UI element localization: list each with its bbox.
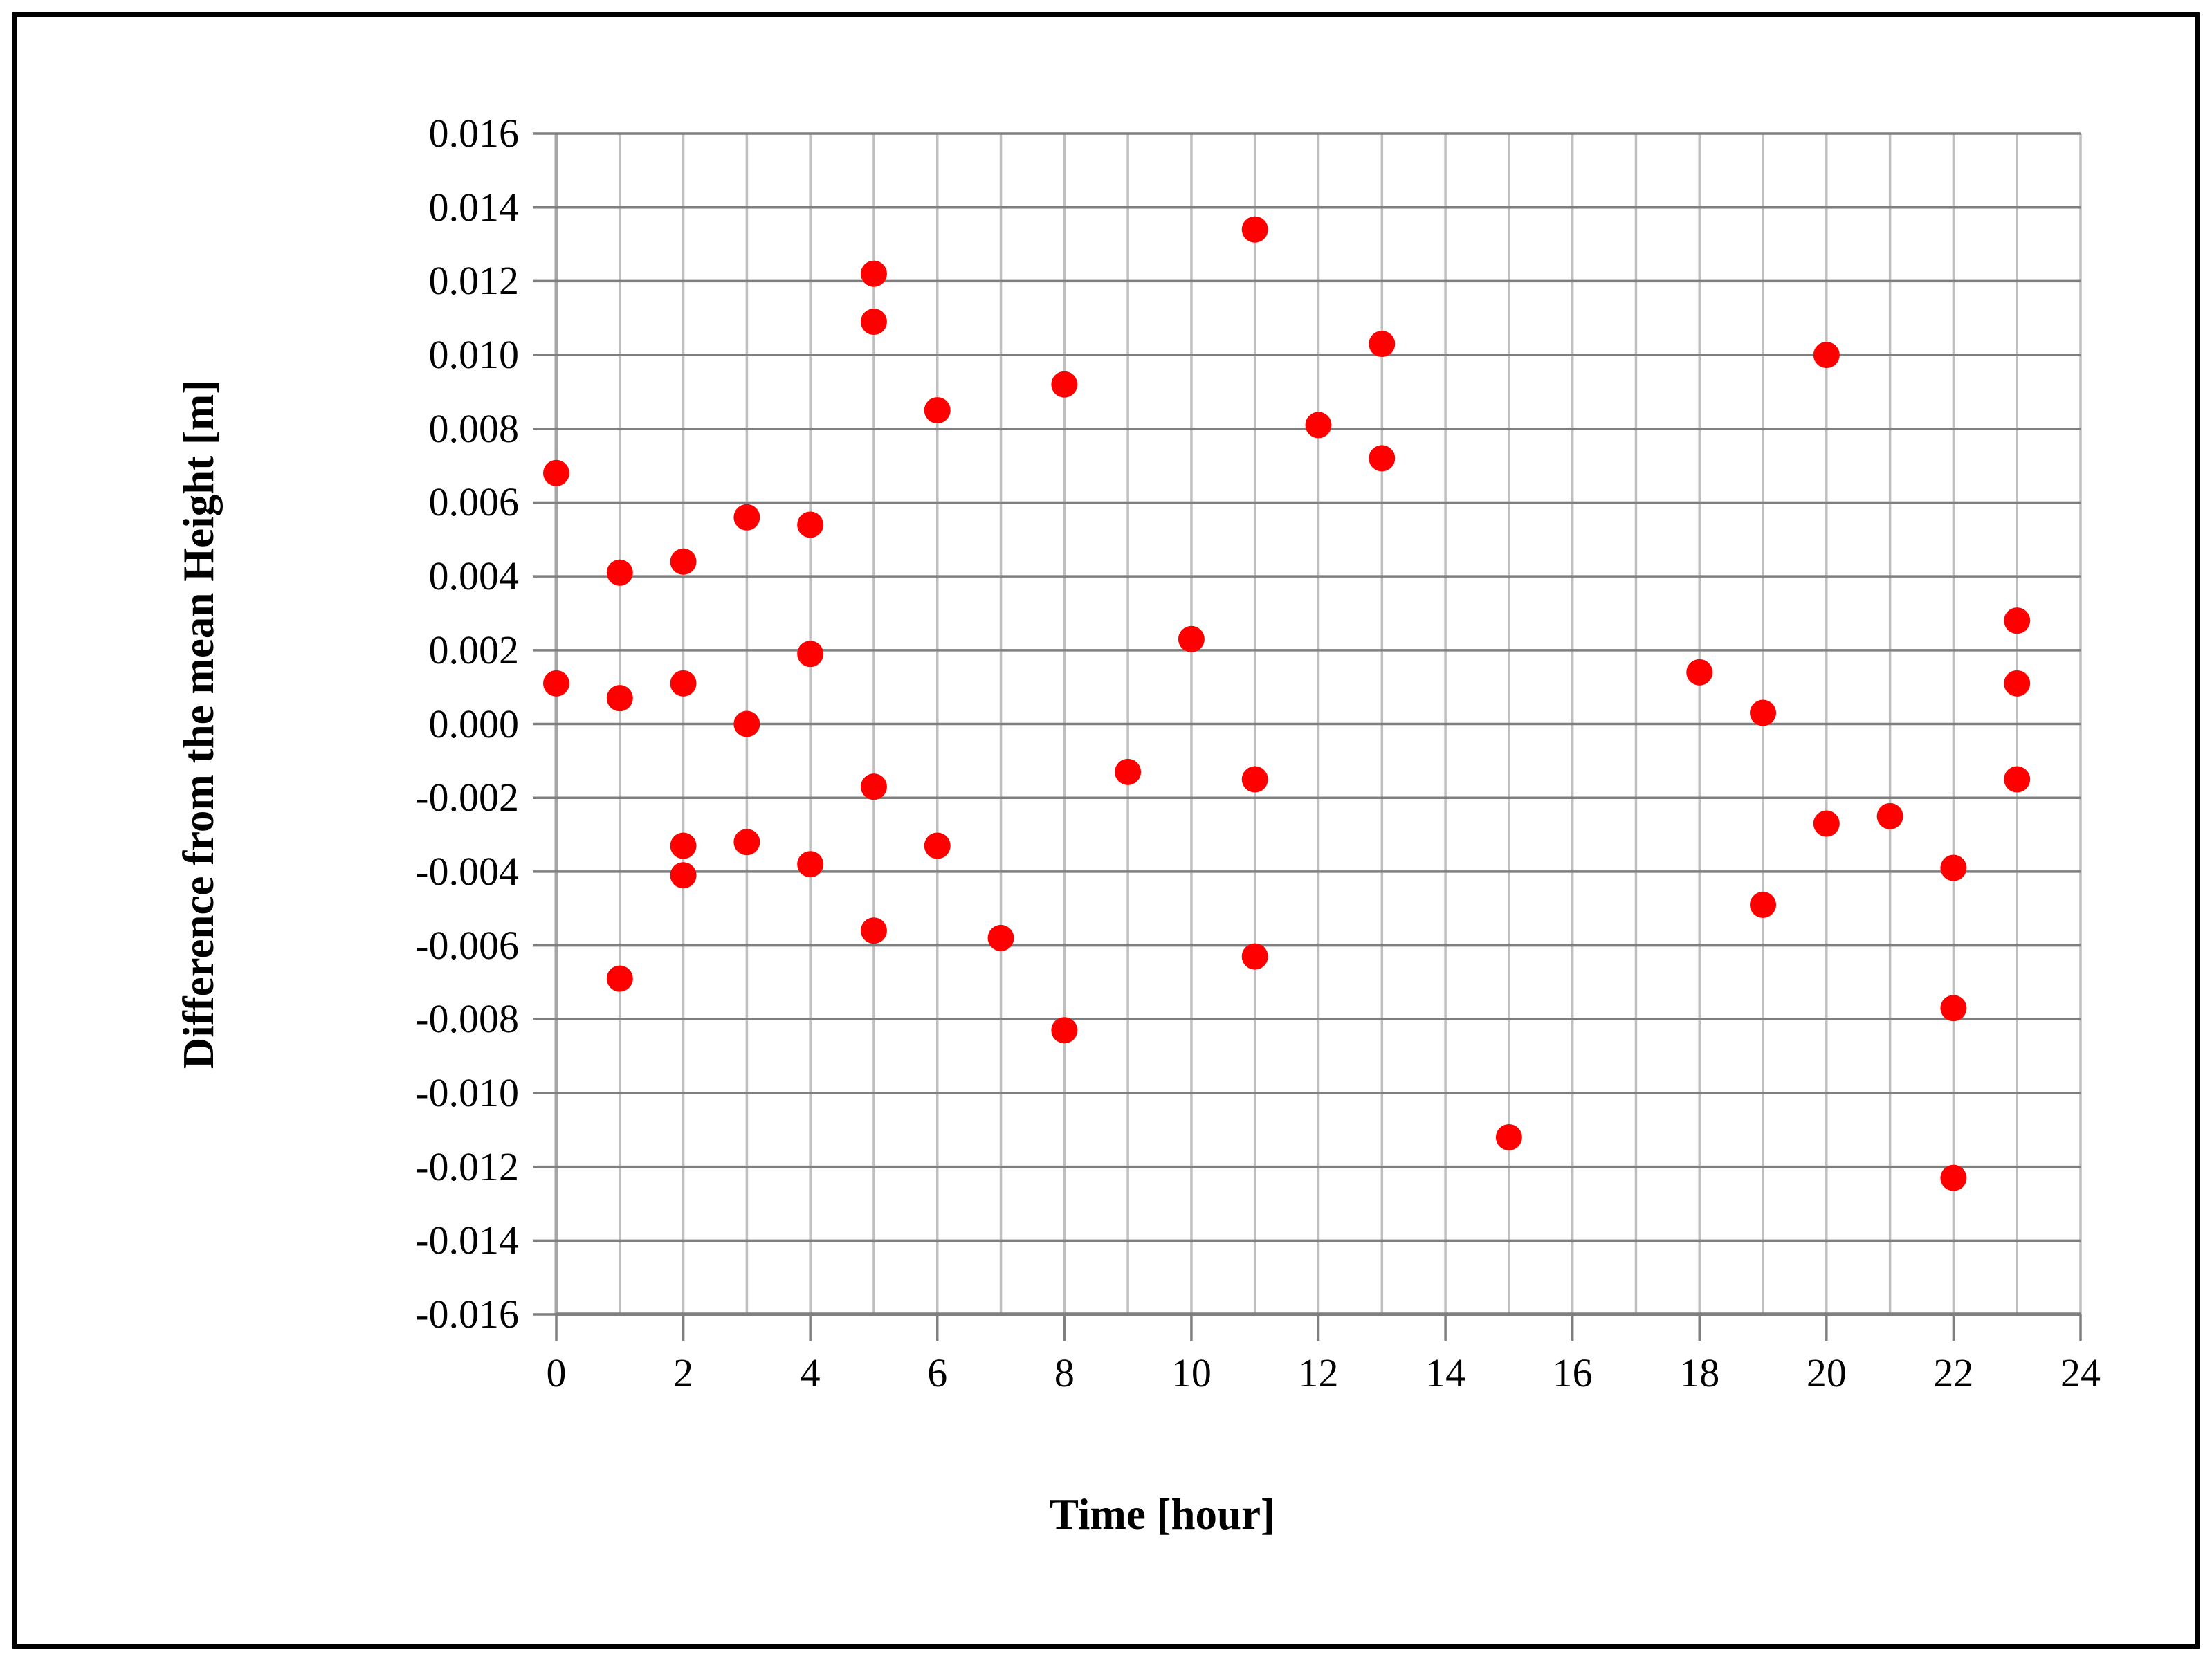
data-point: [1940, 1164, 1967, 1191]
data-point: [1241, 766, 1268, 793]
data-point: [606, 965, 633, 992]
x-tick-label: 6: [927, 1350, 948, 1395]
data-point: [543, 670, 569, 697]
data-point: [1115, 758, 1142, 785]
y-tick-label: 0.010: [428, 332, 520, 378]
data-point: [924, 832, 951, 859]
y-tick-label: -0.006: [415, 922, 519, 968]
x-tick-label: 4: [800, 1350, 821, 1395]
data-point: [797, 851, 824, 878]
data-point: [670, 670, 697, 697]
data-point: [1876, 802, 1903, 829]
x-axis-title: Time [hour]: [1049, 1490, 1276, 1539]
data-point: [1750, 891, 1777, 918]
data-point: [670, 862, 697, 889]
x-tick-label: 12: [1298, 1350, 1339, 1395]
data-point: [860, 917, 887, 944]
data-point: [1241, 216, 1268, 243]
data-point: [1369, 331, 1396, 358]
data-point: [1940, 995, 1967, 1022]
y-tick-label: 0.012: [428, 258, 520, 304]
data-point: [606, 559, 633, 586]
y-tick-label: -0.014: [415, 1218, 519, 1263]
x-tick-label: 8: [1054, 1350, 1075, 1395]
data-point: [1369, 445, 1396, 472]
y-tick-label: -0.004: [415, 848, 519, 894]
x-tick-label: 16: [1552, 1350, 1593, 1395]
y-tick-label: -0.016: [415, 1292, 519, 1337]
data-point: [1305, 412, 1332, 439]
data-point: [1813, 342, 1840, 369]
data-point: [1495, 1123, 1522, 1150]
data-point: [797, 641, 824, 668]
data-point: [2004, 607, 2031, 634]
x-tick-label: 22: [1933, 1350, 1974, 1395]
y-tick-label: -0.012: [415, 1144, 519, 1189]
y-tick-label: 0.004: [428, 553, 520, 599]
data-point: [860, 773, 887, 800]
data-point: [2004, 670, 2031, 697]
y-tick-label: -0.008: [415, 996, 519, 1042]
data-point: [670, 548, 697, 575]
x-tick-label: 10: [1171, 1350, 1212, 1395]
y-tick-label: 0.016: [428, 111, 520, 156]
y-tick-label: -0.010: [415, 1070, 519, 1115]
data-point: [860, 260, 887, 287]
x-tick-label: 20: [1806, 1350, 1847, 1395]
y-tick-label: 0.008: [428, 405, 520, 451]
x-tick-label: 24: [2060, 1350, 2101, 1395]
data-point: [733, 829, 760, 856]
data-point: [670, 832, 697, 859]
data-point: [733, 504, 760, 531]
data-point: [987, 924, 1014, 951]
data-point: [860, 309, 887, 336]
data-point: [1051, 371, 1078, 398]
data-point: [1813, 810, 1840, 837]
data-point: [797, 511, 824, 538]
y-axis-title: Difference from the mean Height [m]: [174, 379, 223, 1070]
data-point: [1940, 854, 1967, 881]
data-point: [1178, 625, 1205, 652]
data-point: [1686, 659, 1713, 686]
y-tick-label: 0.006: [428, 479, 520, 525]
data-point: [2004, 766, 2031, 793]
x-tick-label: 18: [1679, 1350, 1720, 1395]
y-tick-label: 0.000: [428, 701, 520, 746]
data-point: [543, 459, 569, 486]
x-tick-label: 0: [546, 1350, 567, 1395]
data-point: [733, 710, 760, 737]
x-tick-label: 14: [1425, 1350, 1466, 1395]
data-point: [1750, 699, 1777, 726]
y-tick-label: -0.002: [415, 775, 519, 820]
x-tick-label: 2: [673, 1350, 694, 1395]
data-point: [1051, 1017, 1078, 1044]
data-point: [1241, 943, 1268, 970]
y-tick-label: 0.014: [428, 184, 520, 230]
data-point: [924, 397, 951, 424]
y-tick-label: 0.002: [428, 627, 520, 672]
data-point: [606, 685, 633, 712]
